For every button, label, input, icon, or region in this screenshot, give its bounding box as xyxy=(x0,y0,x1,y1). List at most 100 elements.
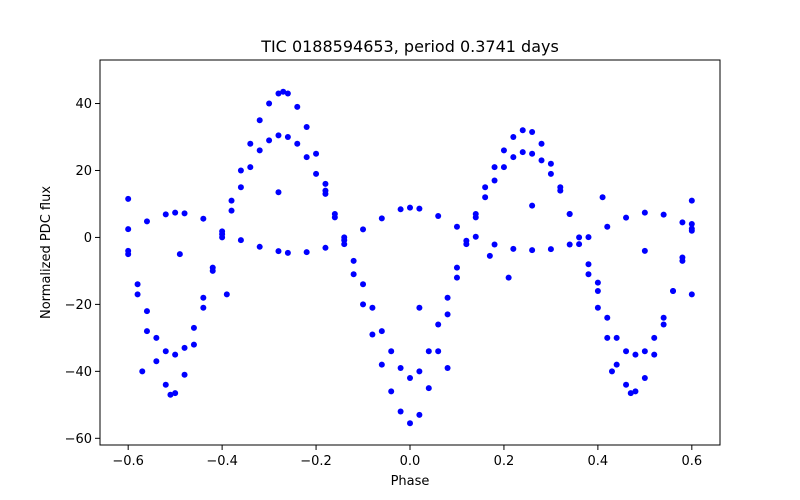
data-point xyxy=(416,304,423,311)
data-point xyxy=(547,246,554,253)
data-point xyxy=(538,140,545,147)
data-point xyxy=(407,204,413,211)
data-point xyxy=(275,189,282,196)
data-point xyxy=(651,334,658,341)
data-point xyxy=(529,247,536,254)
data-point xyxy=(322,187,329,194)
data-point xyxy=(670,288,677,294)
data-point xyxy=(143,328,150,335)
data-point xyxy=(303,123,310,130)
data-point xyxy=(360,281,367,288)
data-point xyxy=(237,184,244,191)
data-point xyxy=(547,170,554,177)
data-point xyxy=(228,207,235,214)
x-tick-label: 0.0 xyxy=(400,454,421,469)
data-point xyxy=(134,281,141,288)
data-point xyxy=(444,294,451,301)
data-point xyxy=(651,351,658,358)
data-point xyxy=(632,388,639,395)
data-point xyxy=(172,390,179,397)
data-point xyxy=(679,219,686,226)
chart-title: TIC 0188594653, period 0.3741 days xyxy=(260,37,559,56)
data-point xyxy=(660,314,667,321)
y-tick-label: −20 xyxy=(65,298,92,313)
data-point xyxy=(162,348,169,355)
data-point xyxy=(369,331,376,338)
data-point xyxy=(538,157,545,164)
data-point xyxy=(679,254,686,261)
data-point xyxy=(237,237,244,244)
data-point xyxy=(200,215,207,222)
data-point xyxy=(228,197,235,204)
data-point xyxy=(500,164,507,171)
x-tick-label: −0.2 xyxy=(300,454,332,469)
data-point xyxy=(444,365,451,371)
data-point xyxy=(397,408,404,415)
data-point xyxy=(660,211,667,218)
data-point xyxy=(425,385,432,392)
y-tick-label: 20 xyxy=(75,164,92,179)
data-point xyxy=(153,334,160,341)
x-tick-label: 0.4 xyxy=(588,454,609,469)
data-point xyxy=(181,210,188,217)
data-point xyxy=(604,334,611,341)
data-point xyxy=(585,234,592,241)
data-point xyxy=(491,164,498,171)
data-point xyxy=(641,209,648,216)
data-point xyxy=(162,381,169,388)
data-point xyxy=(172,209,179,216)
data-point xyxy=(397,365,404,371)
data-point xyxy=(472,233,479,240)
data-point xyxy=(453,274,460,281)
data-point xyxy=(425,348,432,355)
data-point xyxy=(209,267,216,274)
data-point xyxy=(416,205,423,212)
data-point xyxy=(143,308,150,315)
data-point xyxy=(134,291,141,298)
data-point xyxy=(407,375,413,382)
y-tick-label: 40 xyxy=(75,97,92,112)
data-point xyxy=(313,150,320,157)
data-point xyxy=(510,154,517,161)
data-point xyxy=(594,279,601,286)
data-point xyxy=(341,241,348,248)
data-point xyxy=(576,241,583,248)
data-point xyxy=(139,368,146,375)
data-point xyxy=(435,213,442,220)
data-point xyxy=(181,344,188,351)
data-point xyxy=(331,211,338,217)
data-point xyxy=(247,164,254,171)
data-point xyxy=(125,226,132,233)
data-point xyxy=(519,149,526,156)
data-point xyxy=(435,321,442,328)
data-point xyxy=(688,221,695,228)
data-point xyxy=(256,117,263,124)
data-point xyxy=(294,140,301,147)
data-point xyxy=(453,264,460,271)
data-point xyxy=(266,100,273,107)
data-point xyxy=(623,381,630,388)
data-point xyxy=(322,244,329,251)
data-point xyxy=(322,180,329,187)
data-point xyxy=(284,134,291,140)
data-point xyxy=(585,271,592,278)
data-point xyxy=(608,368,615,375)
data-point xyxy=(510,245,517,252)
data-point xyxy=(303,154,310,161)
data-point xyxy=(641,375,648,382)
data-point xyxy=(388,348,395,355)
data-point xyxy=(125,195,132,202)
data-point xyxy=(416,368,423,375)
x-tick-label: 0.6 xyxy=(681,454,702,469)
data-point xyxy=(604,314,611,321)
data-point xyxy=(576,234,583,241)
data-point xyxy=(529,202,536,209)
data-point xyxy=(453,223,460,230)
data-point xyxy=(416,411,423,418)
data-point xyxy=(388,388,395,395)
data-point xyxy=(190,341,197,348)
data-point xyxy=(529,128,536,135)
data-point xyxy=(510,134,517,140)
data-point xyxy=(397,206,404,213)
